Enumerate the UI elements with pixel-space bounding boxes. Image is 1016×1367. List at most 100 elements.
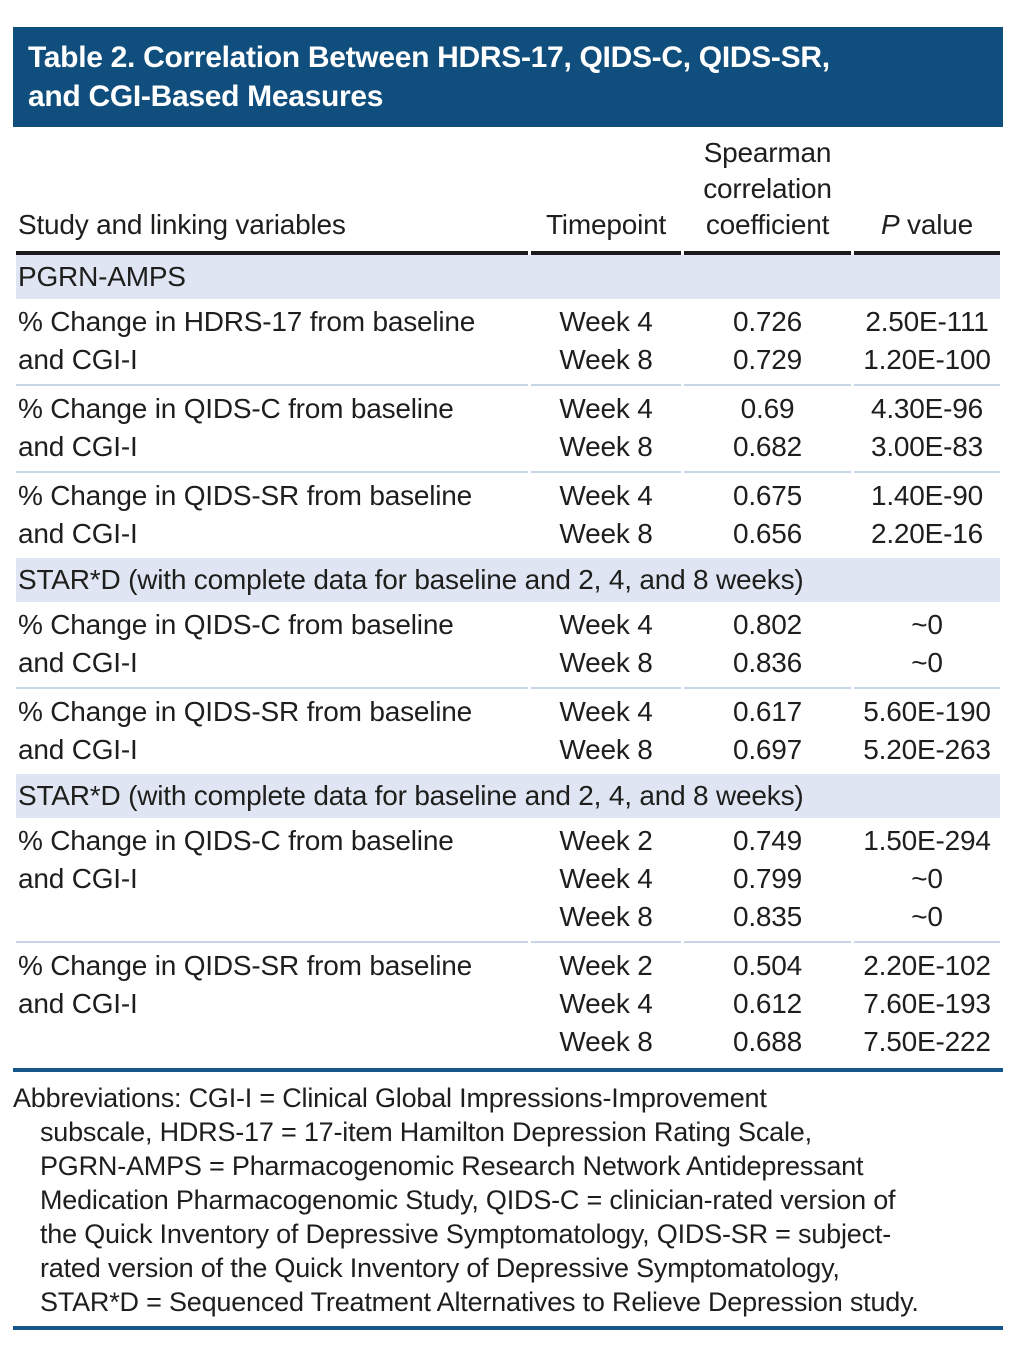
p-value-header-rest: value	[899, 209, 973, 240]
p-value-cell-value: 5.60E-190	[863, 696, 991, 727]
p-value-cell-value: 2.20E-102	[863, 950, 991, 981]
p-value-cell: 2.20E-102 7.60E-193 7.50E-222	[854, 941, 1000, 1066]
variable-line: % Change in HDRS-17 from baseline	[18, 306, 476, 337]
timepoint-cell: Week 2 Week 4 Week 8	[531, 941, 681, 1066]
timepoint-cell-value: Week 8	[559, 518, 653, 549]
p-value-cell-value: ~0	[911, 609, 943, 640]
timepoint-cell-value: Week 4	[559, 609, 653, 640]
timepoint-cell-value: Week 8	[559, 344, 653, 375]
coefficient-cell-value: 0.729	[732, 344, 803, 375]
footnote-line: STAR*D = Sequenced Treatment Alternative…	[40, 1287, 919, 1317]
table-bottom-rule	[13, 1068, 1003, 1072]
timepoint-cell: Week 4 Week 8	[531, 687, 681, 774]
variable-line: % Change in QIDS-SR from baseline	[18, 480, 473, 511]
timepoint-cell-value: Week 4	[559, 696, 653, 727]
table-title-bar: Table 2. Correlation Between HDRS-17, QI…	[13, 27, 1003, 127]
p-value-cell-value: 2.50E-111	[865, 306, 989, 337]
p-value-cell-value: 1.20E-100	[863, 344, 991, 375]
section-header-row: PGRN-AMPS	[16, 255, 1000, 299]
coefficient-cell-value: 0.749	[732, 825, 803, 856]
timepoint-cell: Week 4 Week 8	[531, 384, 681, 471]
coefficient-cell: 0.69 0.682	[684, 384, 851, 471]
variable-line: % Change in QIDS-C from baseline	[18, 825, 454, 856]
p-value-cell-value: 7.50E-222	[863, 1026, 991, 1057]
column-header-timepoint: Timepoint	[531, 127, 681, 255]
variable-cell: % Change in QIDS-SR from baseline and CGI…	[16, 687, 528, 774]
coefficient-cell-value: 0.836	[732, 647, 803, 678]
p-value-cell: 1.40E-90 2.20E-16	[854, 471, 1000, 558]
timepoint-cell-value: Week 4	[559, 306, 653, 337]
footnote-line: Medication Pharmacogenomic Study, QIDS-C…	[40, 1185, 896, 1215]
p-value-cell-value: 4.30E-96	[870, 393, 984, 424]
table-row: % Change in QIDS-C from baseline and CGI-…	[16, 602, 1000, 687]
p-value-cell: 5.60E-190 5.20E-263	[854, 687, 1000, 774]
timepoint-cell-value: Week 2	[559, 950, 653, 981]
coefficient-cell: 0.749 0.799 0.835	[684, 818, 851, 941]
variable-cell: % Change in QIDS-C from baseline and CGI-…	[16, 818, 528, 941]
p-value-cell-value: 7.60E-193	[863, 988, 991, 1019]
coefficient-cell-value: 0.617	[732, 696, 803, 727]
timepoint-cell-value: Week 8	[559, 431, 653, 462]
footnote-line: the Quick Inventory of Depressive Sympto…	[40, 1219, 891, 1249]
timepoint-cell-value: Week 2	[559, 825, 653, 856]
p-value-cell-value: 1.50E-294	[863, 825, 991, 856]
p-value-cell: 4.30E-96 3.00E-83	[854, 384, 1000, 471]
coefficient-cell: 0.802 0.836	[684, 602, 851, 687]
timepoint-cell-value: Week 8	[559, 734, 653, 765]
timepoint-cell: Week 4 Week 8	[531, 299, 681, 384]
table-body: PGRN-AMPS% Change in HDRS-17 from baseli…	[16, 255, 1000, 1066]
timepoint-cell: Week 4 Week 8	[531, 471, 681, 558]
variable-cell: % Change in QIDS-SR from baseline and CGI…	[16, 471, 528, 558]
coefficient-cell: 0.675 0.656	[684, 471, 851, 558]
section-header: PGRN-AMPS	[16, 255, 1000, 299]
timepoint-cell: Week 2 Week 4 Week 8	[531, 818, 681, 941]
table-header-row: Study and linking variables Timepoint Sp…	[16, 127, 1000, 255]
coefficient-cell: 0.726 0.729	[684, 299, 851, 384]
footnote-line: rated version of the Quick Inventory of …	[40, 1253, 840, 1283]
variable-line: and CGI-I	[18, 344, 138, 375]
timepoint-cell-value: Week 4	[559, 863, 653, 894]
section-header-row: STAR*D (with complete data for baseline …	[16, 558, 1000, 602]
column-header-p-value: P value	[854, 127, 1000, 255]
coefficient-cell-value: 0.688	[732, 1026, 803, 1057]
coefficient-cell-value: 0.835	[732, 901, 803, 932]
table-row: % Change in QIDS-SR from baseline and CGI…	[16, 471, 1000, 558]
timepoint-cell-value: Week 8	[559, 1026, 653, 1057]
page-bottom-rule	[13, 1326, 1003, 1330]
column-header-study: Study and linking variables	[16, 127, 528, 255]
column-header-spearman: Spearman correlation coefficient	[684, 127, 851, 255]
coefficient-cell-value: 0.682	[732, 431, 803, 462]
p-value-cell: 1.50E-294 ~0 ~0	[854, 818, 1000, 941]
variable-line: and CGI-I	[18, 863, 138, 894]
variable-line: and CGI-I	[18, 988, 138, 1019]
table-title-line-2: and CGI-Based Measures	[28, 80, 384, 113]
variable-cell: % Change in HDRS-17 from baseline and CGI…	[16, 299, 528, 384]
variable-line: % Change in QIDS-SR from baseline	[18, 696, 473, 727]
footnote-line: subscale, HDRS-17 = 17-item Hamilton Dep…	[40, 1117, 812, 1147]
section-header: STAR*D (with complete data for baseline …	[16, 774, 1000, 818]
spearman-header-line-3: coefficient	[705, 209, 830, 240]
table-title-line-1: Table 2. Correlation Between HDRS-17, QI…	[28, 41, 830, 74]
coefficient-cell-value: 0.802	[732, 609, 803, 640]
table-row: % Change in HDRS-17 from baseline and CGI…	[16, 299, 1000, 384]
variable-cell: % Change in QIDS-C from baseline and CGI-…	[16, 384, 528, 471]
footnote-line: PGRN-AMPS = Pharmacogenomic Research Net…	[40, 1151, 864, 1181]
variable-line: % Change in QIDS-SR from baseline	[18, 950, 473, 981]
p-value-cell-value: 2.20E-16	[870, 518, 984, 549]
variable-line: % Change in QIDS-C from baseline	[18, 393, 454, 424]
table-row: % Change in QIDS-SR from baseline and CGI…	[16, 941, 1000, 1066]
p-value-cell-value: ~0	[911, 863, 943, 894]
paper-table-page: Table 2. Correlation Between HDRS-17, QI…	[0, 27, 1016, 1367]
footnote-line: Abbreviations: CGI-I = Clinical Global I…	[13, 1083, 767, 1113]
abbreviations-footnote: Abbreviations: CGI-I = Clinical Global I…	[13, 1081, 1003, 1319]
coefficient-cell-value: 0.656	[732, 518, 803, 549]
variable-line: and CGI-I	[18, 518, 138, 549]
coefficient-cell-value: 0.726	[732, 306, 803, 337]
timepoint-cell-value: Week 4	[559, 480, 653, 511]
p-value-cell: 2.50E-111 1.20E-100	[854, 299, 1000, 384]
timepoint-cell-value: Week 8	[559, 647, 653, 678]
p-value-cell-value: 1.40E-90	[870, 480, 984, 511]
correlation-table: Study and linking variables Timepoint Sp…	[13, 127, 1003, 1066]
variable-line: and CGI-I	[18, 647, 138, 678]
timepoint-cell-value: Week 4	[559, 988, 653, 1019]
